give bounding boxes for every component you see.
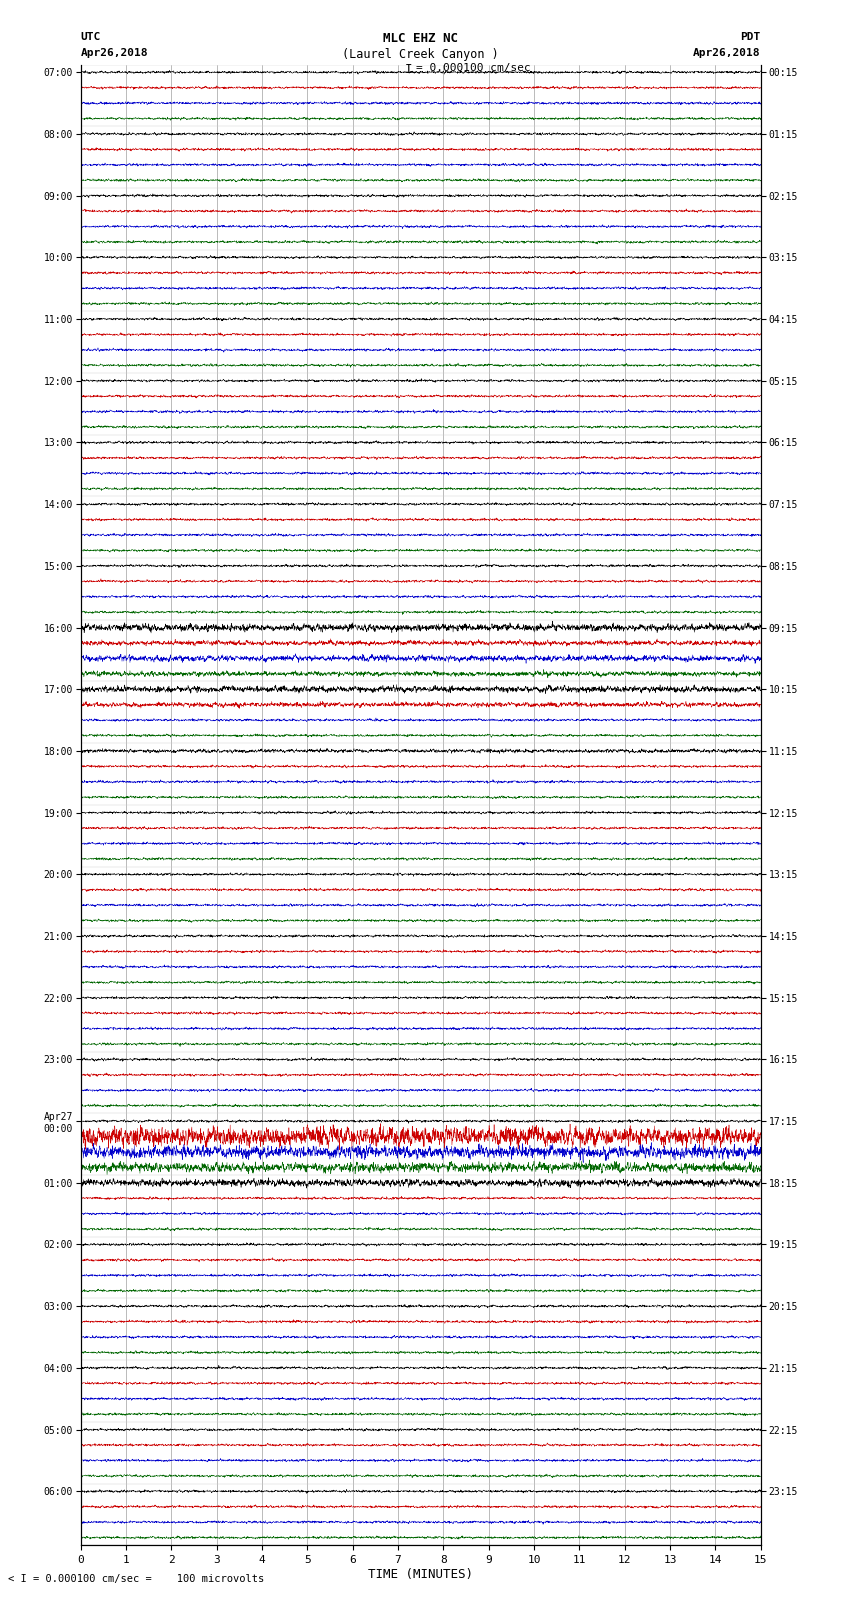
Text: = 0.000100 cm/sec: = 0.000100 cm/sec [416, 63, 531, 73]
Text: PDT: PDT [740, 32, 761, 42]
Text: Apr26,2018: Apr26,2018 [694, 48, 761, 58]
Text: MLC EHZ NC: MLC EHZ NC [383, 32, 458, 45]
Text: I: I [405, 63, 412, 76]
Text: < I = 0.000100 cm/sec =    100 microvolts: < I = 0.000100 cm/sec = 100 microvolts [8, 1574, 264, 1584]
Text: UTC: UTC [81, 32, 101, 42]
X-axis label: TIME (MINUTES): TIME (MINUTES) [368, 1568, 473, 1581]
Text: Apr26,2018: Apr26,2018 [81, 48, 148, 58]
Text: (Laurel Creek Canyon ): (Laurel Creek Canyon ) [343, 48, 499, 61]
